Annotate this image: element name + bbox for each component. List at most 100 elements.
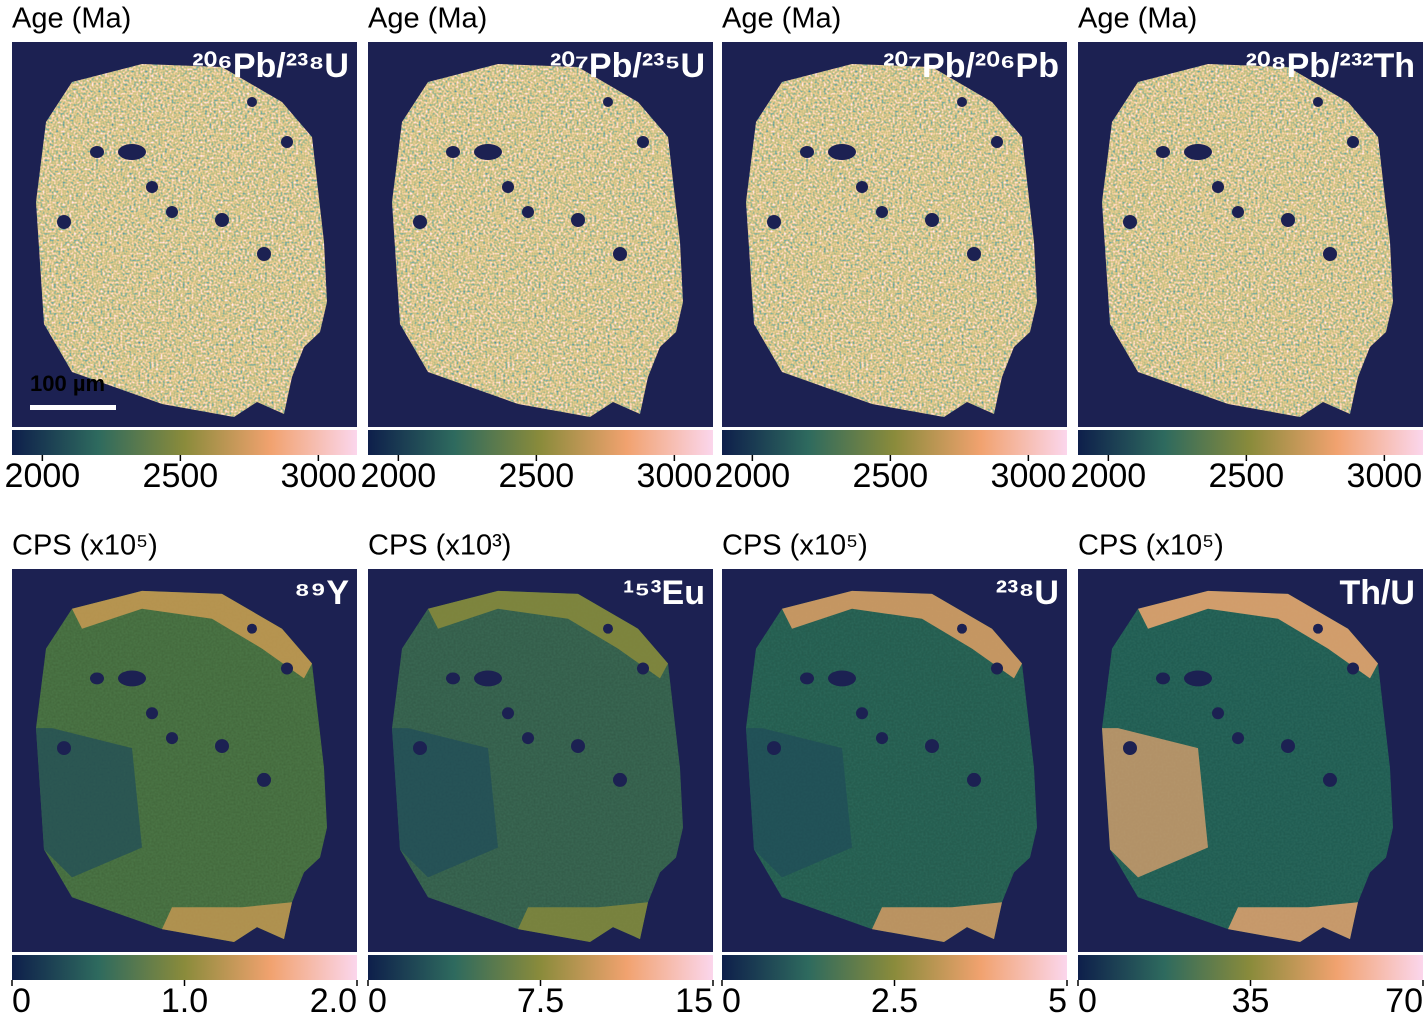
- colorbar-tick-label: 0: [1078, 982, 1097, 1020]
- colorbar-tick-label: 2000: [1071, 457, 1147, 495]
- inclusion: [1323, 772, 1337, 787]
- grain: [1102, 64, 1393, 417]
- inclusion: [502, 181, 514, 193]
- inclusion: [522, 732, 534, 745]
- colorbar: [368, 430, 713, 455]
- colorbar-tick-label: 2000: [361, 457, 437, 495]
- colorbar-tick-label: 7.5: [517, 982, 564, 1020]
- inclusion: [967, 772, 981, 787]
- inclusion: [991, 136, 1003, 148]
- grain-zone: [392, 728, 498, 878]
- inclusion: [957, 623, 967, 634]
- panel-title: Age (Ma): [722, 3, 841, 35]
- colorbar: [12, 955, 357, 980]
- map: [1102, 64, 1393, 417]
- colorbar: [368, 955, 713, 980]
- inclusion: [637, 662, 649, 675]
- colorbar: [1078, 955, 1423, 980]
- inclusion: [1156, 146, 1170, 158]
- grain-rim: [1228, 902, 1358, 943]
- inclusion: [474, 670, 502, 687]
- inclusion: [603, 97, 613, 107]
- inclusion: [1123, 741, 1137, 756]
- map: [392, 64, 683, 417]
- inclusion: [247, 97, 257, 107]
- inclusion: [57, 741, 71, 756]
- inclusion: [876, 206, 888, 218]
- inclusion: [1347, 136, 1359, 148]
- grain-zone: [746, 728, 852, 878]
- isotope-label: ²⁰⁶Pb/²³⁸U: [192, 47, 349, 85]
- isotope-label: Th/U: [1339, 574, 1415, 612]
- isotope-label: ¹⁵³Eu: [623, 574, 705, 612]
- inclusion: [1156, 672, 1170, 685]
- grain-zone: [36, 728, 142, 878]
- inclusion: [1232, 206, 1244, 218]
- map: [746, 64, 1037, 417]
- grain-rim: [782, 590, 1022, 679]
- inclusion: [828, 144, 856, 160]
- inclusion: [925, 213, 939, 227]
- colorbar-tick-label: 0: [12, 982, 31, 1020]
- grain-zone: [1102, 728, 1208, 878]
- grain: [36, 64, 327, 417]
- inclusion: [146, 707, 158, 720]
- colorbar-tick-label: 2500: [1209, 457, 1285, 495]
- map: [746, 590, 1037, 943]
- inclusion: [247, 623, 257, 634]
- inclusion: [876, 732, 888, 745]
- inclusion: [257, 772, 271, 787]
- colorbar-tick-label: 2000: [715, 457, 791, 495]
- inclusion: [800, 146, 814, 158]
- grain-rim: [518, 902, 648, 943]
- grain: [392, 64, 683, 417]
- panel-title: Age (Ma): [1078, 3, 1197, 35]
- map: [36, 590, 327, 943]
- colorbar-tick-label: 3000: [991, 457, 1067, 495]
- panel-title: CPS (x10⁵): [722, 530, 868, 562]
- colorbar-tick-label: 3000: [281, 457, 357, 495]
- inclusion: [118, 670, 146, 687]
- inclusion: [613, 772, 627, 787]
- colorbar-tick-label: 1.0: [161, 982, 208, 1020]
- inclusion: [1232, 732, 1244, 745]
- inclusion: [522, 206, 534, 218]
- grain: [746, 64, 1037, 417]
- isotope-label: ⁸⁹Y: [294, 574, 349, 612]
- scale-bar: [30, 405, 116, 410]
- inclusion: [474, 144, 502, 160]
- inclusion: [413, 215, 427, 229]
- inclusion: [1281, 213, 1295, 227]
- colorbar-tick-label: 3000: [637, 457, 713, 495]
- inclusion: [637, 136, 649, 148]
- panel-title: CPS (x10⁵): [12, 530, 158, 562]
- inclusion: [856, 181, 868, 193]
- inclusion: [1347, 662, 1359, 675]
- inclusion: [991, 662, 1003, 675]
- inclusion: [603, 623, 613, 634]
- colorbar-tick-label: 2.0: [310, 982, 357, 1020]
- inclusion: [166, 206, 178, 218]
- inclusion: [571, 213, 585, 227]
- inclusion: [767, 741, 781, 756]
- colorbar-tick-label: 2000: [5, 457, 81, 495]
- inclusion: [1313, 97, 1323, 107]
- inclusion: [1212, 181, 1224, 193]
- inclusion: [1313, 623, 1323, 634]
- inclusion: [446, 672, 460, 685]
- isotope-label: ²⁰⁷Pb/²⁰⁶Pb: [883, 47, 1059, 85]
- inclusion: [215, 739, 229, 754]
- isotope-label: ²³⁸U: [996, 574, 1059, 612]
- colorbar-tick-label: 35: [1232, 982, 1270, 1020]
- inclusion: [571, 739, 585, 754]
- inclusion: [613, 247, 627, 261]
- panel-title: CPS (x10⁵): [1078, 530, 1224, 562]
- scale-bar-label: 100 µm: [30, 371, 105, 396]
- inclusion: [1323, 247, 1337, 261]
- colorbar-tick-label: 2.5: [871, 982, 918, 1020]
- colorbar-tick-label: 3000: [1347, 457, 1423, 495]
- inclusion: [413, 741, 427, 756]
- inclusion: [118, 144, 146, 160]
